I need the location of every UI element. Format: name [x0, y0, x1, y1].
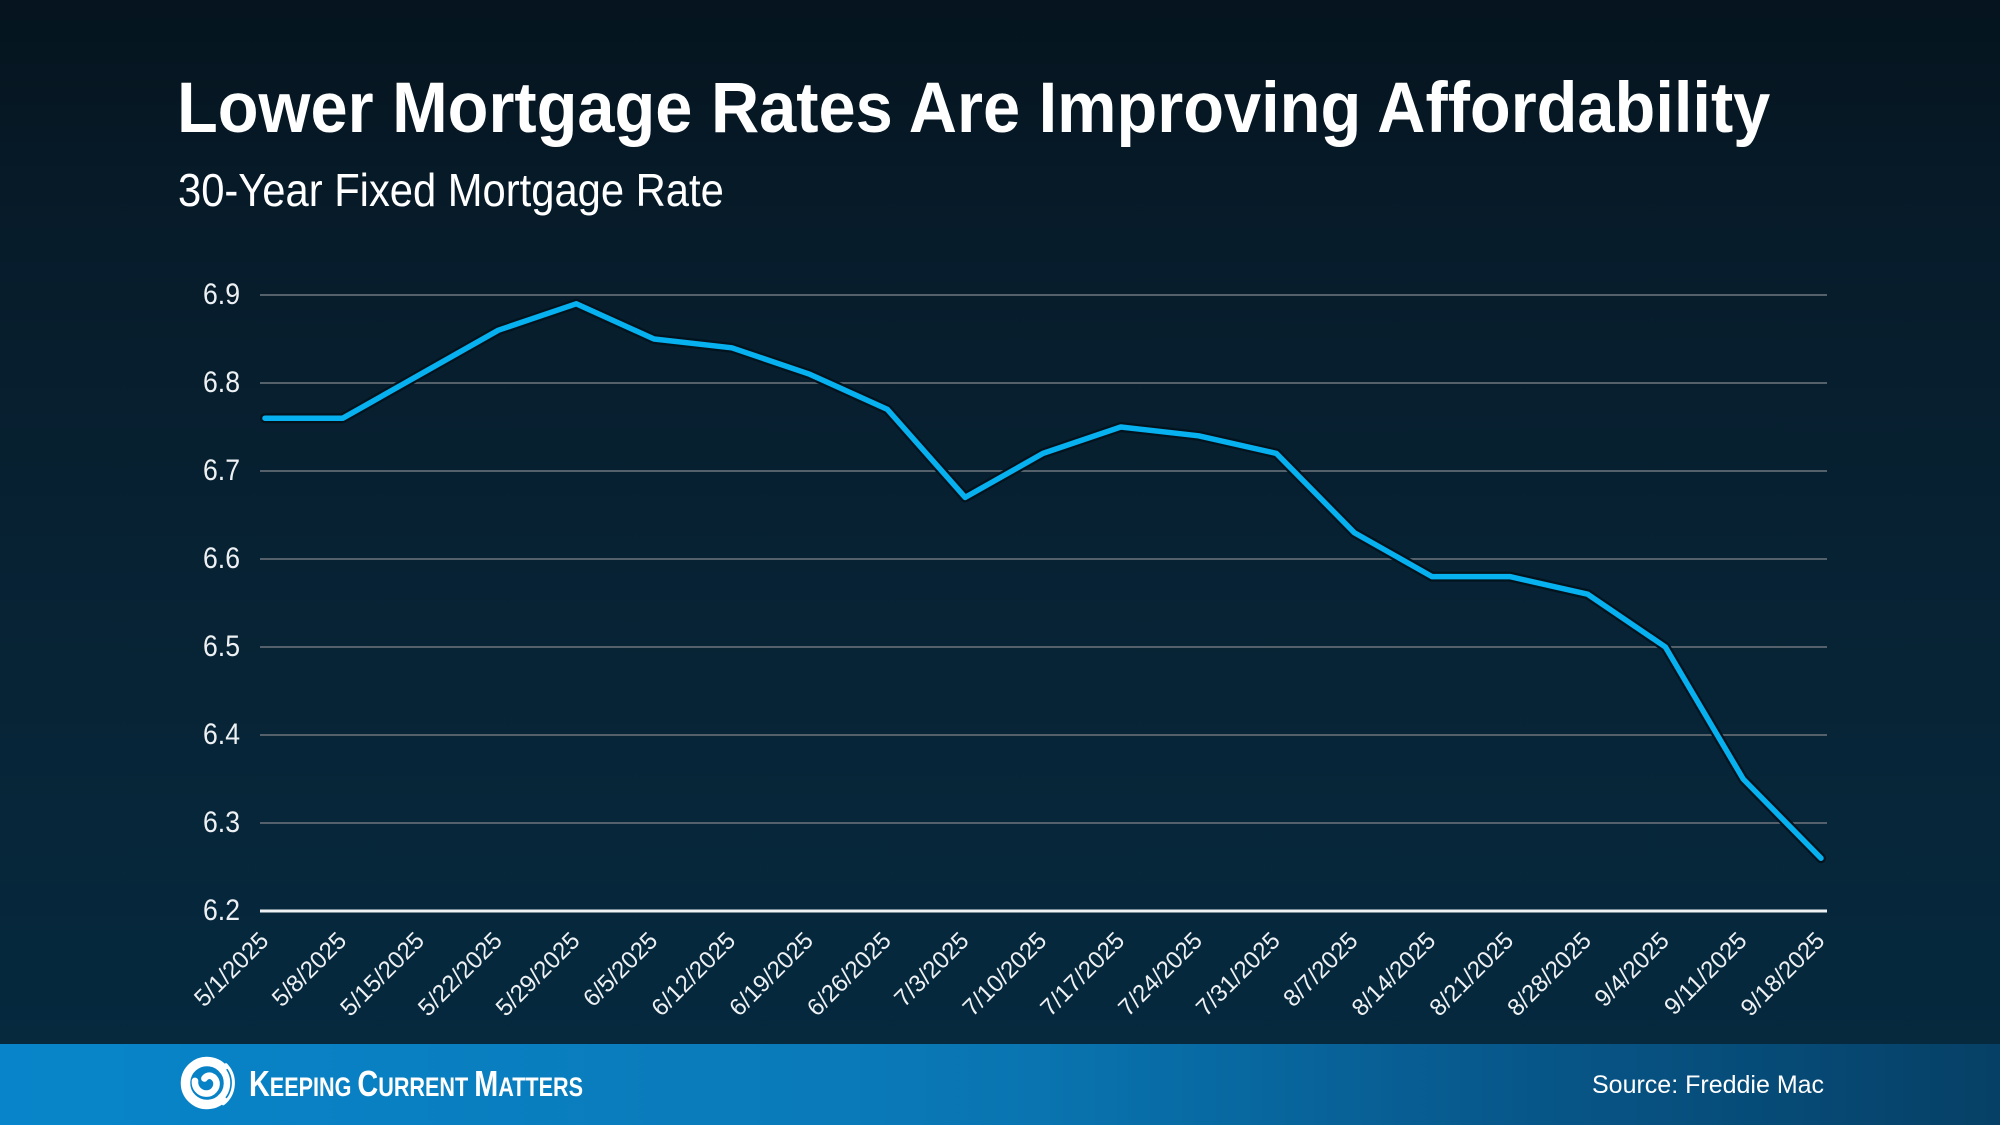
svg-text:6/19/2025: 6/19/2025 — [724, 927, 819, 1022]
svg-text:7/31/2025: 7/31/2025 — [1191, 927, 1286, 1022]
svg-text:6.3: 6.3 — [203, 806, 240, 839]
svg-text:6.8: 6.8 — [203, 366, 240, 399]
svg-text:6.4: 6.4 — [203, 718, 240, 751]
svg-text:8/21/2025: 8/21/2025 — [1424, 927, 1519, 1022]
svg-text:6.2: 6.2 — [203, 894, 240, 927]
svg-text:5/29/2025: 5/29/2025 — [491, 927, 586, 1022]
svg-text:6.5: 6.5 — [203, 630, 240, 663]
svg-text:5/22/2025: 5/22/2025 — [413, 927, 508, 1022]
svg-text:9/18/2025: 9/18/2025 — [1736, 927, 1831, 1022]
svg-text:7/24/2025: 7/24/2025 — [1113, 927, 1208, 1022]
svg-text:7/10/2025: 7/10/2025 — [958, 927, 1053, 1022]
svg-text:8/14/2025: 8/14/2025 — [1347, 927, 1442, 1022]
svg-text:6.6: 6.6 — [203, 542, 240, 575]
svg-text:5/1/2025: 5/1/2025 — [189, 927, 274, 1012]
svg-text:6/12/2025: 6/12/2025 — [646, 927, 741, 1022]
svg-text:5/15/2025: 5/15/2025 — [335, 927, 430, 1022]
svg-text:6.9: 6.9 — [203, 278, 240, 311]
svg-text:7/17/2025: 7/17/2025 — [1035, 927, 1130, 1022]
svg-text:6/26/2025: 6/26/2025 — [802, 927, 897, 1022]
svg-text:6.7: 6.7 — [203, 454, 240, 487]
svg-text:8/28/2025: 8/28/2025 — [1502, 927, 1597, 1022]
